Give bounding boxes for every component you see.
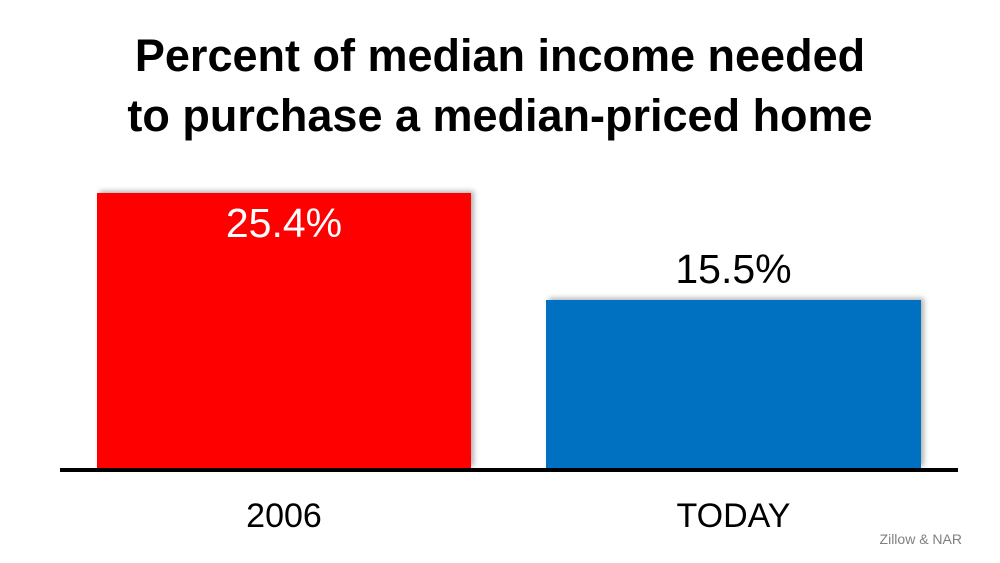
bar-2006: 25.4% bbox=[97, 193, 471, 468]
x-tick-label-2006: 2006 bbox=[246, 497, 322, 535]
chart-title: Percent of median income needed to purch… bbox=[0, 26, 1000, 146]
bar-group-2006: 25.4% bbox=[97, 193, 471, 468]
source-attribution: Zillow & NAR bbox=[879, 531, 962, 547]
x-tick-label-today: TODAY bbox=[676, 497, 791, 535]
bar-today bbox=[546, 300, 921, 468]
data-label-today: 15.5% bbox=[675, 245, 792, 292]
bar-group-today: 15.5% bbox=[546, 245, 921, 468]
chart-title-line2: to purchase a median-priced home bbox=[127, 90, 873, 141]
x-axis-line bbox=[60, 468, 958, 472]
chart-title-line1: Percent of median income needed bbox=[134, 30, 866, 81]
data-label-2006: 25.4% bbox=[225, 200, 343, 246]
